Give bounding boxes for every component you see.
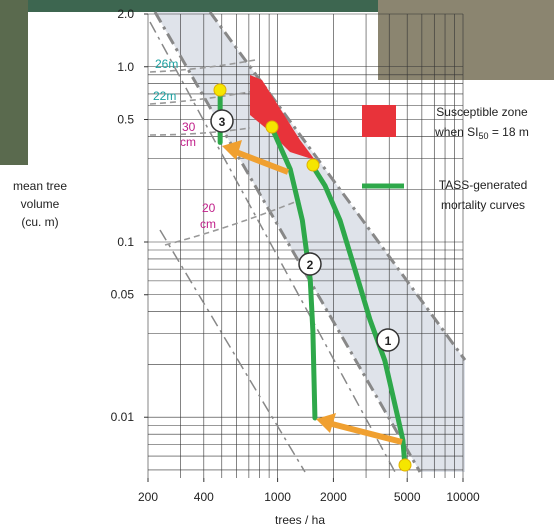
y-tick-label: 0.05 xyxy=(111,288,135,302)
x-axis-title: trees / ha xyxy=(275,513,325,527)
y-tick-label: 2.0 xyxy=(117,7,134,21)
legend-label: TASS-generated xyxy=(439,178,528,192)
annotation: 20 xyxy=(202,201,216,215)
legend-label: when SI50 = 18 m xyxy=(434,125,529,141)
photo-left xyxy=(0,0,28,165)
x-tick-label: 200 xyxy=(138,490,158,504)
y-tick-label: 1.0 xyxy=(117,60,134,74)
curve-label: 3 xyxy=(219,115,226,129)
legend-text: = 18 m xyxy=(489,125,529,139)
y-tick-label: 0.5 xyxy=(117,113,134,127)
legend-sub: 50 xyxy=(478,131,488,141)
y-tick-label: 0.1 xyxy=(117,235,134,249)
y-axis-title: (cu. m) xyxy=(21,215,58,229)
annotation: 30 xyxy=(182,120,196,134)
legend-swatch xyxy=(362,105,396,137)
annotation: 22m xyxy=(153,89,176,103)
x-tick-label: 2000 xyxy=(320,490,347,504)
x-tick-label: 400 xyxy=(194,490,214,504)
arrowhead xyxy=(316,413,336,433)
photo-right xyxy=(378,0,554,80)
x-tick-label: 5000 xyxy=(394,490,421,504)
star xyxy=(307,159,319,171)
curve-label: 2 xyxy=(307,258,314,272)
star xyxy=(214,84,226,96)
x-tick-label: 10000 xyxy=(446,490,480,504)
arrow xyxy=(332,424,402,442)
legend-label: Susceptible zone xyxy=(436,105,528,119)
legend-text: when SI xyxy=(434,125,478,139)
star xyxy=(399,459,411,471)
x-tick-label: 1000 xyxy=(264,490,291,504)
y-tick-label: 0.01 xyxy=(111,410,135,424)
curve-label: 1 xyxy=(385,334,392,348)
annotation: cm xyxy=(200,217,216,231)
chart: 1 2 3 26m 22m 30 cm 20 cm Susceptible zone… xyxy=(0,0,554,532)
star xyxy=(266,121,278,133)
y-axis-title: mean tree xyxy=(13,179,67,193)
y-axis-title: volume xyxy=(21,197,60,211)
photo-strip xyxy=(0,0,378,12)
annotation: cm xyxy=(180,135,196,149)
legend-label: mortality curves xyxy=(441,198,525,212)
annotation: 26m xyxy=(155,57,178,71)
